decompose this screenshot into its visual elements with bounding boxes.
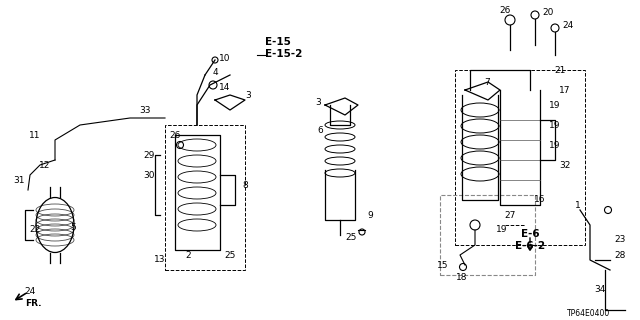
Text: 11: 11	[29, 131, 40, 140]
Text: 9: 9	[367, 211, 373, 220]
Text: 19: 19	[496, 226, 508, 235]
Text: 27: 27	[504, 211, 516, 220]
Text: 14: 14	[220, 83, 230, 92]
Bar	[440, 195, 535, 275]
Text: 19: 19	[549, 140, 561, 149]
Text: 25: 25	[224, 251, 236, 260]
Text: 29: 29	[143, 150, 155, 159]
Text: TP64E0400: TP64E0400	[567, 308, 610, 317]
Text: 8: 8	[242, 180, 248, 189]
Text: 16: 16	[534, 196, 546, 204]
Text: 20: 20	[542, 7, 554, 17]
Text: FR.: FR.	[25, 300, 42, 308]
Bar	[455, 70, 585, 245]
Text: 10: 10	[220, 53, 231, 62]
Text: 5: 5	[70, 223, 76, 233]
Text: 12: 12	[38, 161, 50, 170]
Text: 30: 30	[143, 171, 155, 180]
Text: 23: 23	[614, 236, 626, 244]
Text: 33: 33	[140, 106, 151, 115]
Text: 15: 15	[436, 260, 448, 269]
Text: 26: 26	[170, 131, 180, 140]
Text: 2: 2	[185, 251, 191, 260]
Text: 24: 24	[563, 20, 573, 29]
Text: 25: 25	[345, 233, 356, 242]
Text: 1: 1	[575, 201, 581, 210]
Bar	[165, 125, 245, 270]
Text: 19: 19	[549, 100, 561, 109]
Text: 6: 6	[317, 125, 323, 134]
Text: E-6
E-6-2: E-6 E-6-2	[515, 229, 545, 251]
Text: 13: 13	[154, 255, 166, 265]
Text: 32: 32	[559, 161, 571, 170]
Text: 34: 34	[595, 285, 605, 294]
Text: 22: 22	[29, 226, 40, 235]
Text: 31: 31	[13, 175, 25, 185]
Text: 3: 3	[245, 91, 251, 100]
Text: 4: 4	[212, 68, 218, 76]
Text: 24: 24	[24, 287, 36, 297]
Text: 28: 28	[614, 251, 626, 260]
Text: 18: 18	[456, 274, 468, 283]
Text: 19: 19	[549, 121, 561, 130]
Text: 17: 17	[559, 85, 571, 94]
Text: 21: 21	[554, 66, 566, 75]
Text: 3: 3	[315, 98, 321, 107]
Text: 7: 7	[484, 77, 490, 86]
Text: E-15
E-15-2: E-15 E-15-2	[265, 37, 302, 59]
Text: 26: 26	[499, 5, 511, 14]
